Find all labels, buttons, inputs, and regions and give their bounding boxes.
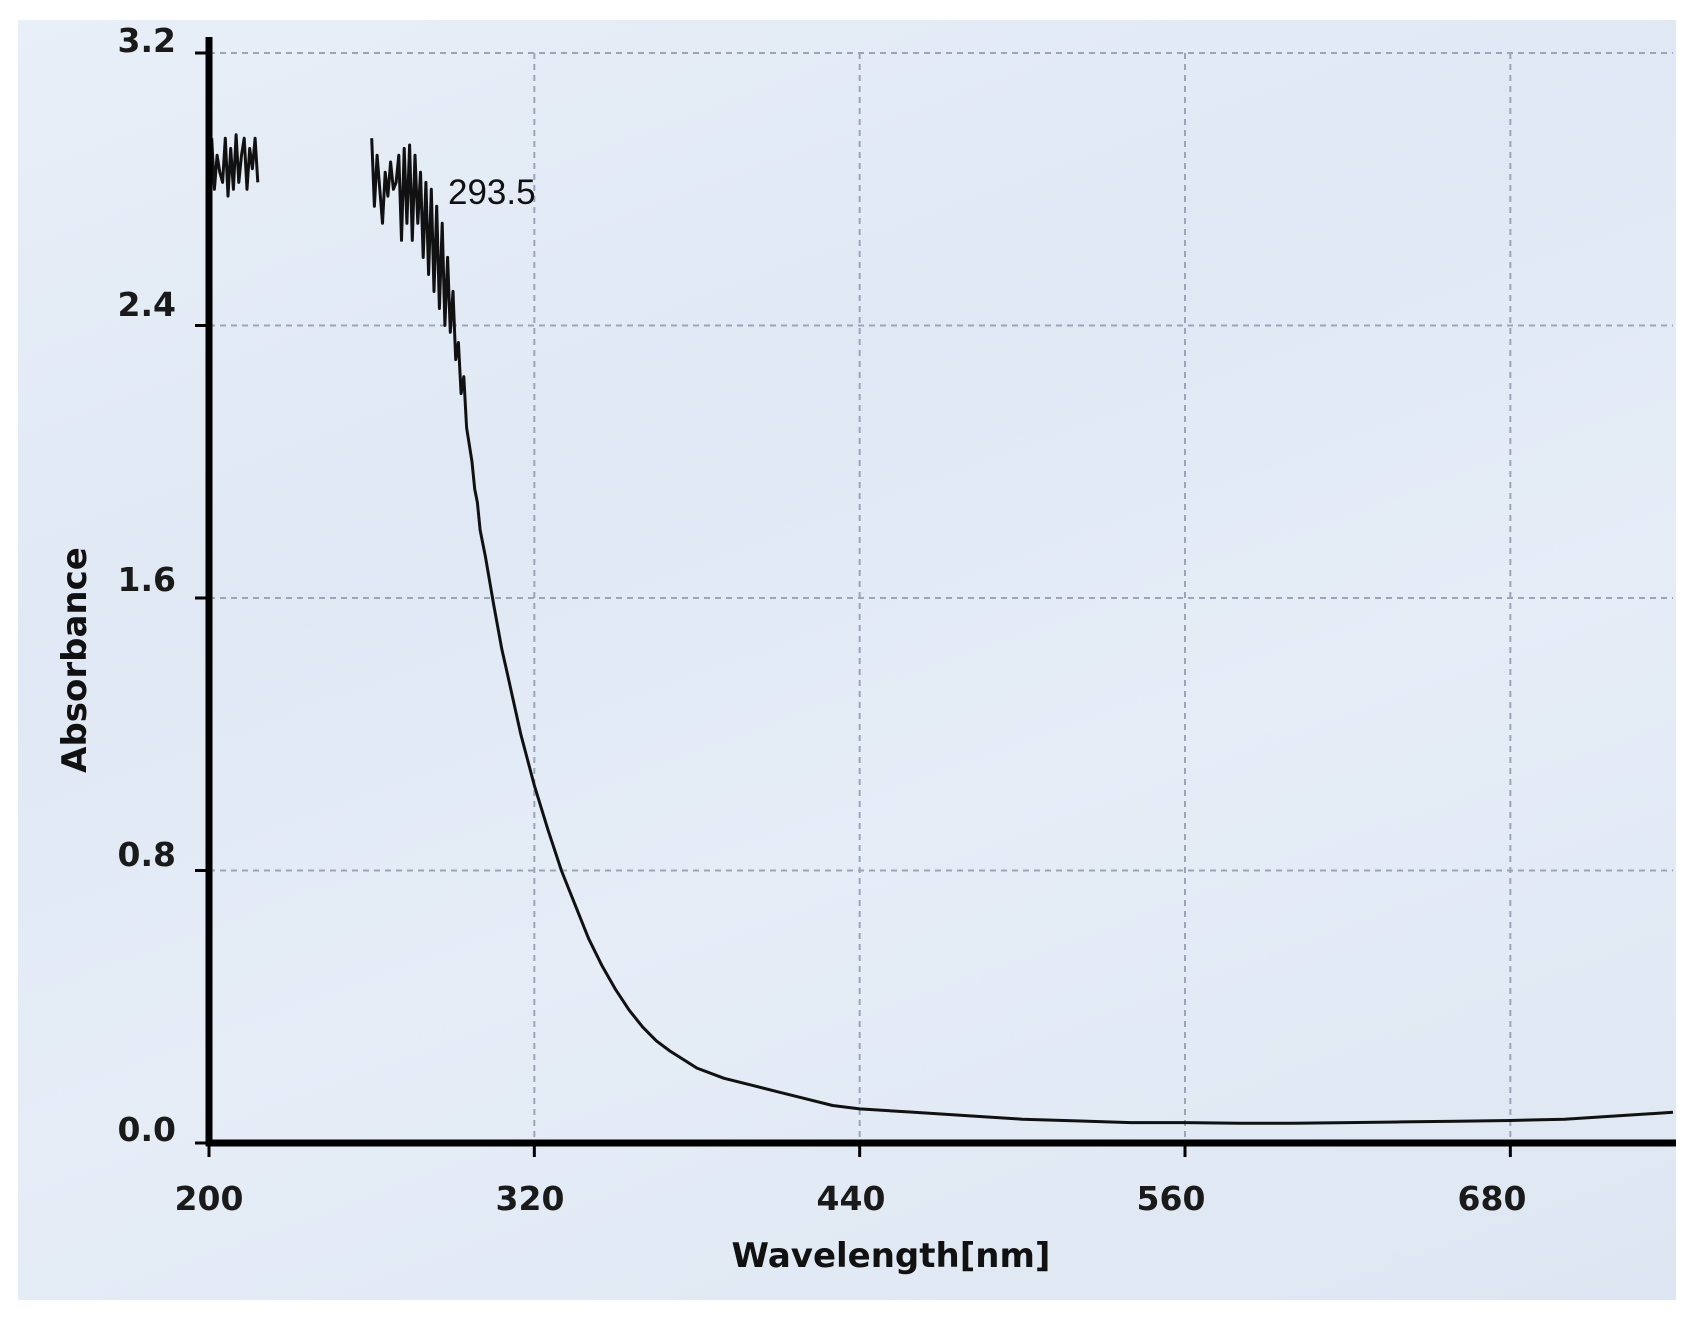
y-tick-label-1.6: 1.6 — [118, 560, 176, 599]
absorbance-chart: 200 320 440 560 680 0.0 0.8 1.6 2.4 3.2 … — [55, 21, 1676, 1276]
y-tick-label-3.2: 3.2 — [118, 21, 176, 60]
spectrum-noise-segment — [210, 133, 260, 198]
y-tick-label-0.0: 0.0 — [118, 1110, 176, 1149]
x-tick-marks — [207, 1143, 1512, 1157]
y-axis-title: Absorbance — [55, 547, 95, 773]
y-tick-marks — [195, 51, 209, 1145]
x-tick-label-200: 200 — [175, 1179, 244, 1218]
spectrum-line — [370, 138, 1674, 1125]
x-axis-title: Wavelength[nm] — [732, 1236, 1051, 1276]
x-tick-label-440: 440 — [817, 1179, 886, 1218]
grid-lines — [209, 52, 1673, 1143]
chart-frame: 200 320 440 560 680 0.0 0.8 1.6 2.4 3.2 … — [18, 20, 1676, 1300]
peak-annotation: 293.5 — [448, 173, 536, 212]
x-tick-label-680: 680 — [1458, 1179, 1527, 1218]
y-tick-label-0.8: 0.8 — [118, 835, 176, 874]
y-tick-label-2.4: 2.4 — [118, 285, 176, 324]
x-tick-label-320: 320 — [496, 1179, 565, 1218]
x-tick-label-560: 560 — [1137, 1179, 1206, 1218]
